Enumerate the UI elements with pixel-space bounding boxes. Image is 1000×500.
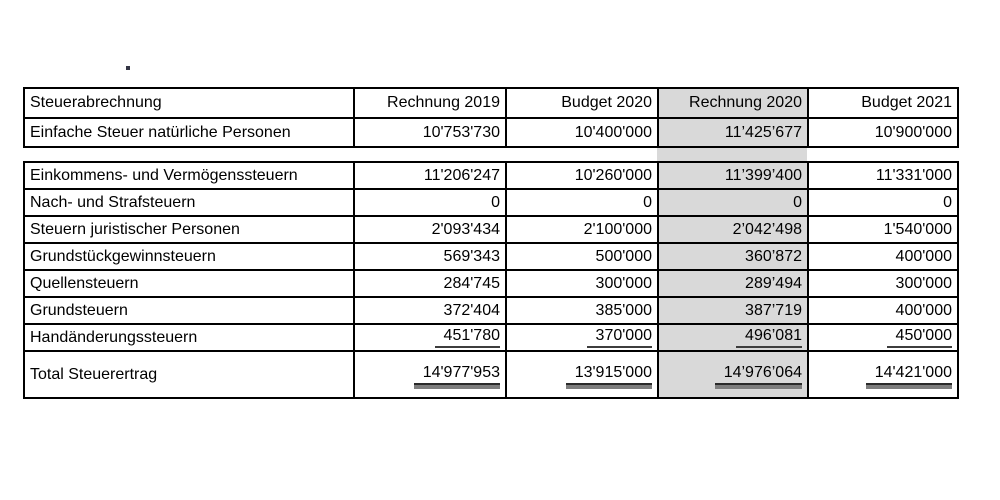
value-cell: 370'000 — [505, 323, 659, 352]
column-header-rechnung-2019: Rechnung 2019 — [353, 87, 507, 119]
value-cell-highlight: 496’081 — [657, 323, 809, 352]
value-cell: 10'400'000 — [505, 117, 659, 148]
value-cell: 0 — [353, 188, 507, 217]
value-cell: 500'000 — [505, 242, 659, 271]
value-cell: 2'100'000 — [505, 215, 659, 244]
row-label-cell: Quellensteuern — [23, 269, 355, 298]
value-cell-highlight: 360’872 — [657, 242, 809, 271]
underlined-value: 370'000 — [586, 327, 652, 348]
value-cell: 284'745 — [353, 269, 507, 298]
value-cell: 0 — [505, 188, 659, 217]
value-cell: 10'900'000 — [807, 117, 959, 148]
underlined-value: 450'000 — [886, 327, 952, 348]
value-cell: 569'343 — [353, 242, 507, 271]
table-row-grundsteuern: Grundsteuern 372'404 385'000 387’719 400… — [23, 296, 959, 325]
value-cell: 300'000 — [807, 269, 959, 298]
table-row-juristische-personen: Steuern juristischer Personen 2'093'434 … — [23, 215, 959, 244]
row-label-cell: Handänderungssteuern — [23, 323, 355, 352]
total-value-cell: 14'421'000 — [807, 350, 959, 399]
value-cell: 1'540'000 — [807, 215, 959, 244]
column-header-budget-2021: Budget 2021 — [807, 87, 959, 119]
table-row-einfache-steuer: Einfache Steuer natürliche Personen 10'7… — [23, 117, 959, 148]
value-cell: 400'000 — [807, 242, 959, 271]
row-label-cell: Einfache Steuer natürliche Personen — [23, 117, 355, 148]
total-value-cell: 14'977'953 — [353, 350, 507, 399]
table-row-grundstueckgewinnsteuern: Grundstückgewinnsteuern 569'343 500'000 … — [23, 242, 959, 271]
value-cell-highlight: 11’399’400 — [657, 161, 809, 190]
double-underlined-value: 14'977'953 — [413, 364, 500, 385]
value-cell: 0 — [807, 188, 959, 217]
value-cell-highlight: 11’425’677 — [657, 117, 809, 148]
table-row-quellensteuern: Quellensteuern 284'745 300'000 289’494 3… — [23, 269, 959, 298]
table-row-einkommenssteuern: Einkommens- und Vermögenssteuern 11'206'… — [23, 161, 959, 190]
value-cell-highlight: 289’494 — [657, 269, 809, 298]
value-cell: 10'260'000 — [505, 161, 659, 190]
row-label-cell: Einkommens- und Vermögenssteuern — [23, 161, 355, 190]
value-cell: 450'000 — [807, 323, 959, 352]
row-label-cell: Grundsteuern — [23, 296, 355, 325]
table-row-nach-strafsteuern: Nach- und Strafsteuern 0 0 0 0 — [23, 188, 959, 217]
value-cell: 451'780 — [353, 323, 507, 352]
value-cell: 11'206'247 — [353, 161, 507, 190]
tax-table-header-block: Steuerabrechnung Rechnung 2019 Budget 20… — [23, 87, 959, 148]
underlined-value: 496’081 — [736, 327, 802, 348]
highlight-column-gap-strip — [657, 143, 807, 163]
underlined-value: 451'780 — [434, 327, 500, 348]
table-row-total: Total Steuerertrag 14'977'953 13'915'000… — [23, 350, 959, 399]
value-cell-highlight: 0 — [657, 188, 809, 217]
value-cell-highlight: 387’719 — [657, 296, 809, 325]
row-label-cell: Grundstückgewinnsteuern — [23, 242, 355, 271]
column-header-steuerabrechnung: Steuerabrechnung — [23, 87, 355, 119]
value-cell: 372'404 — [353, 296, 507, 325]
stray-dot-mark — [126, 66, 130, 70]
tax-table-detail-block: Einkommens- und Vermögenssteuern 11'206'… — [23, 161, 959, 399]
column-header-budget-2020: Budget 2020 — [505, 87, 659, 119]
double-underlined-value: 13'915'000 — [565, 364, 652, 385]
total-value-cell: 13'915'000 — [505, 350, 659, 399]
total-value-cell-highlight: 14’976’064 — [657, 350, 809, 399]
table-row-handaenderungssteuern: Handänderungssteuern 451'780 370'000 496… — [23, 323, 959, 352]
row-label-cell: Steuern juristischer Personen — [23, 215, 355, 244]
value-cell: 10'753'730 — [353, 117, 507, 148]
value-cell-highlight: 2’042’498 — [657, 215, 809, 244]
value-cell: 400'000 — [807, 296, 959, 325]
row-label-cell: Total Steuerertrag — [23, 350, 355, 399]
value-cell: 2'093'434 — [353, 215, 507, 244]
value-cell: 300'000 — [505, 269, 659, 298]
column-header-rechnung-2020: Rechnung 2020 — [657, 87, 809, 119]
table-header-row: Steuerabrechnung Rechnung 2019 Budget 20… — [23, 87, 959, 119]
row-label-cell: Nach- und Strafsteuern — [23, 188, 355, 217]
double-underlined-value: 14'421'000 — [865, 364, 952, 385]
value-cell: 11'331'000 — [807, 161, 959, 190]
double-underlined-value: 14’976’064 — [714, 364, 802, 385]
value-cell: 385'000 — [505, 296, 659, 325]
